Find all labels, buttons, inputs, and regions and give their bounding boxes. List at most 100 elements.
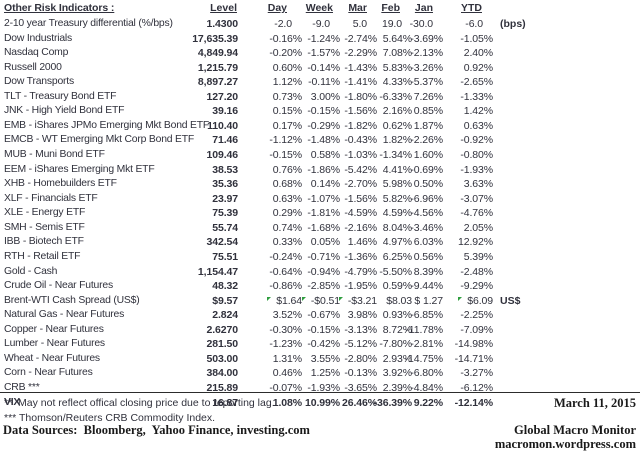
row-label: IBB - Biotech ETF xyxy=(4,236,84,248)
level-cell: 35.36 xyxy=(212,178,238,191)
row-label: EMB - iShares JPMo Emerging Mkt Bond ETF xyxy=(4,119,210,131)
delta-cell: 2.93% xyxy=(382,352,412,365)
footnote-reporting-lag: ** May not reflect offical closing price… xyxy=(4,397,275,409)
delta-cell: 1.31% xyxy=(272,352,302,365)
delta-cell: 2.39% xyxy=(382,382,412,394)
delta-cell: 0.58% xyxy=(310,149,340,162)
unit-note: (bps) xyxy=(500,18,526,30)
delta-cell: -1.81% xyxy=(307,207,340,220)
column-header-level: Level xyxy=(210,2,237,14)
delta-cell: -0.15% xyxy=(307,105,340,118)
row-label: Nasdaq Comp xyxy=(4,47,69,59)
table-row: EMCB - WT Emerging Mkt Corp Bond ETF 71.4… xyxy=(0,133,640,148)
delta-cell: -2.80% xyxy=(344,352,377,365)
table-row: Copper - Near Futures 2.6270 -0.30% -0.15% -… xyxy=(0,323,640,338)
level-cell: 71.46 xyxy=(212,134,238,147)
delta-cell: -0.14% xyxy=(307,61,340,74)
delta-cell: 12.92% xyxy=(457,236,493,249)
delta-cell: -2.13% xyxy=(410,47,443,60)
level-cell: 109.46 xyxy=(206,149,238,162)
delta-cell: 0.50% xyxy=(413,178,443,191)
delta-cell: 26.46% xyxy=(341,396,377,409)
delta-cell: -0.15% xyxy=(307,323,340,336)
table-row: XLE - Energy ETF 75.39 0.29% -1.81% -4.59% 4.… xyxy=(0,206,640,221)
row-label: JNK - High Yield Bond ETF xyxy=(4,105,125,117)
row-label: Copper - Near Futures xyxy=(4,323,104,335)
delta-cell: -0.24% xyxy=(269,250,302,263)
brand-url: macromon.wordpress.com xyxy=(494,437,636,451)
delta-cell: -1.68% xyxy=(307,221,340,234)
brand-name: Global Macro Monitor xyxy=(514,423,636,437)
level-cell: 75.51 xyxy=(212,250,238,263)
table-row: Wheat - Near Futures 503.00 1.31% 3.55% -2.8… xyxy=(0,352,640,367)
delta-cell: 3.52% xyxy=(272,309,302,322)
delta-cell: -11.78% xyxy=(405,323,443,336)
column-header-day: Day xyxy=(267,2,287,14)
delta-cell: -4.84% xyxy=(410,382,443,394)
delta-cell: -0.92% xyxy=(460,134,493,147)
delta-cell: -1.82% xyxy=(344,119,377,132)
delta-cell: 0.46% xyxy=(272,367,302,380)
delta-cell: -$3.21 xyxy=(338,294,377,309)
row-label: EEM - iShares Emerging Mkt ETF xyxy=(4,163,155,175)
delta-cell: -14.75% xyxy=(404,352,444,365)
delta-cell: 4.59% xyxy=(382,207,412,220)
delta-cell: 0.33% xyxy=(272,236,302,249)
row-label: XHB - Homebuilders ETF xyxy=(4,178,117,190)
level-cell: 17,635.39 xyxy=(192,32,238,45)
delta-cell: -5.37% xyxy=(410,76,443,89)
table-row: Russell 2000 1,215.79 0.60% -0.14% -1.43% 5.8… xyxy=(0,61,640,76)
table-row: Nasdaq Comp 4,849.94 -0.20% -1.57% -2.29% 7.0… xyxy=(0,46,640,61)
row-label: MUB - Muni Bond ETF xyxy=(4,149,105,161)
delta-cell: -5.50% xyxy=(379,265,412,278)
delta-cell: -2.65% xyxy=(460,76,493,89)
data-sources: Data Sources: Bloomberg, Yahoo Finance, … xyxy=(3,423,310,437)
row-label: 2-10 year Treasury differential (%/bps) xyxy=(4,18,173,29)
delta-cell: -0.15% xyxy=(269,149,302,162)
delta-cell: 0.63% xyxy=(463,119,493,132)
delta-cell: -0.71% xyxy=(307,250,340,263)
delta-cell: -1.07% xyxy=(307,192,340,205)
level-cell: 55.74 xyxy=(212,221,238,234)
delta-cell: 5.83% xyxy=(382,61,412,74)
level-cell: 384.00 xyxy=(206,367,238,380)
table-row: 2-10 year Treasury differential (%/bps) 1… xyxy=(0,17,640,32)
row-label: Lumber - Near Futures xyxy=(4,338,105,350)
delta-cell: -0.20% xyxy=(269,47,302,60)
delta-cell: 6.25% xyxy=(382,250,412,263)
delta-cell: -3.27% xyxy=(460,367,493,380)
level-cell: 8,897.27 xyxy=(197,76,238,89)
level-cell: 16.87 xyxy=(212,396,238,409)
table-row: XHB - Homebuilders ETF 35.36 0.68% 0.14% -2.… xyxy=(0,177,640,192)
delta-cell: -0.07% xyxy=(269,382,302,394)
delta-cell: 1.46% xyxy=(347,236,377,249)
table-row: Brent-WTI Cash Spread (US$) $9.57 $1.64 -$0… xyxy=(0,294,640,309)
delta-cell: -4.79% xyxy=(344,265,377,278)
delta-cell: 5.64% xyxy=(382,32,412,45)
delta-cell: -4.76% xyxy=(460,207,493,220)
comment-marker-icon xyxy=(338,296,343,301)
delta-cell: -2.26% xyxy=(410,134,443,147)
delta-cell: 5.39% xyxy=(463,250,493,263)
level-cell: 215.89 xyxy=(206,382,238,394)
delta-cell: -5.42% xyxy=(344,163,377,176)
row-label: XLF - Financials ETF xyxy=(4,192,98,204)
delta-cell: 3.55% xyxy=(310,352,340,365)
delta-cell: 0.74% xyxy=(272,221,302,234)
delta-cell: 8.04% xyxy=(382,221,412,234)
table-title: Other Risk Indicators : xyxy=(4,2,115,14)
delta-cell: 0.60% xyxy=(272,61,302,74)
delta-cell: -0.30% xyxy=(269,323,302,336)
delta-cell: 4.97% xyxy=(382,236,412,249)
level-cell: 127.20 xyxy=(206,90,238,103)
level-cell: 1,154.47 xyxy=(197,265,238,278)
delta-cell: $6.09 xyxy=(458,294,493,309)
row-label: RTH - Retail ETF xyxy=(4,250,81,262)
row-label: Dow Transports xyxy=(4,76,74,88)
delta-cell: -4.56% xyxy=(410,207,443,220)
delta-cell: -1.12% xyxy=(269,134,302,147)
delta-cell: $ 1.27 xyxy=(414,294,443,307)
delta-cell: 1.25% xyxy=(310,367,340,380)
delta-cell: -2.74% xyxy=(344,32,377,45)
table-row: VIX 16.87 1.08% 10.99% 26.46% -36.39% 9.22% -12… xyxy=(0,396,640,411)
